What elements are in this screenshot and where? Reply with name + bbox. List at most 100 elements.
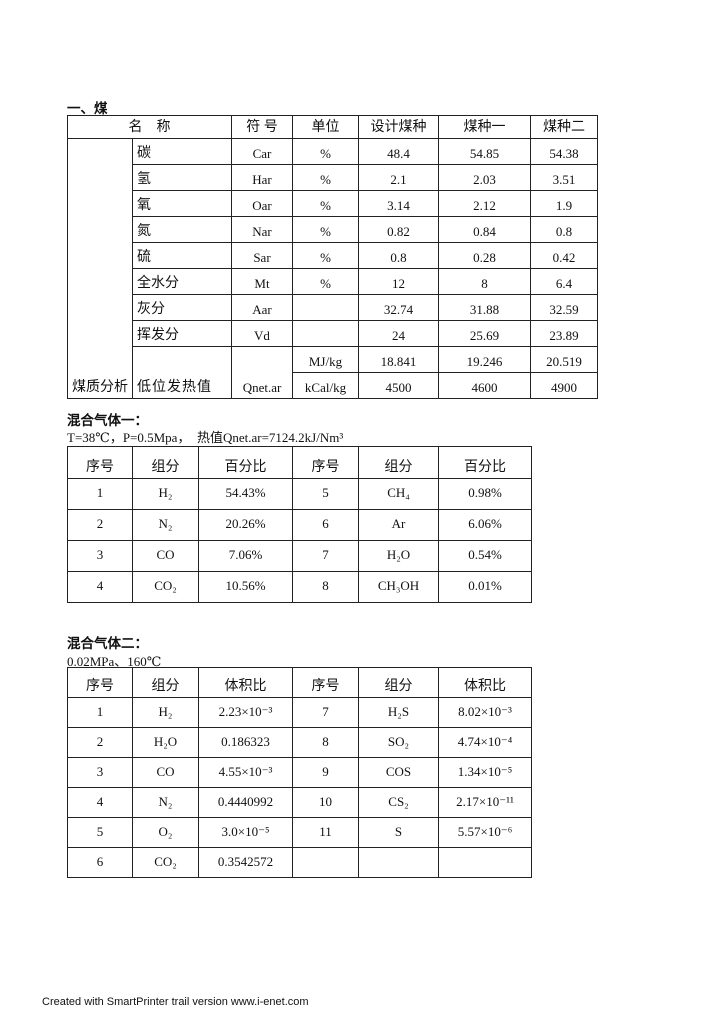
index: 8 (292, 727, 359, 758)
header-cell: 百分比 (198, 446, 293, 479)
header-cell: 设计煤种 (358, 115, 439, 139)
value-coal1: 19.246 (438, 346, 531, 373)
value-coal1: 2.03 (438, 164, 531, 191)
component: N₂ (132, 509, 199, 541)
item-unit: % (292, 268, 359, 295)
item-symbol: Nar (231, 216, 293, 243)
index: 3 (67, 540, 133, 572)
table-row: 煤质分析碳 Car% 48.4 54.85 54.38 (67, 138, 598, 399)
item-unit (292, 294, 359, 321)
value-design: 48.4 (358, 138, 439, 165)
coal-section-title: 一、煤 (67, 101, 108, 116)
ratio: 6.06% (438, 509, 532, 541)
component: CH₄ (358, 478, 439, 510)
index: 6 (67, 847, 133, 878)
table-row: 氢 Har% 2.1 2.03 3.51 (68, 164, 598, 191)
table-row: 2 N₂ 20.26% 6 Ar 6.06% (67, 509, 532, 541)
index: 6 (292, 509, 359, 541)
item-name: 氢 (132, 164, 232, 191)
component: CO₂ (132, 571, 199, 603)
header-row: 序号 组分 百分比 序号 组分 百分比 (67, 446, 532, 479)
header-cell: 体积比 (198, 667, 293, 698)
ratio: 0.54% (438, 540, 532, 572)
component: Ar (358, 509, 439, 541)
table-row: 氮 Nar% 0.82 0.84 0.8 (68, 216, 598, 243)
table-row: 2 H₂O 0.186323 8 SO₂ 4.74×10⁻⁴ (67, 727, 532, 758)
value-coal1: 25.69 (438, 320, 531, 347)
header-cell: 符 号 (231, 115, 293, 139)
header-cell: 组分 (358, 667, 439, 698)
item-name: 挥发分 (132, 320, 232, 347)
item-name: 硫 (132, 242, 232, 269)
value-coal2: 0.8 (530, 216, 598, 243)
index: 3 (67, 757, 133, 788)
item-symbol: Vd (231, 320, 293, 347)
component: H₂O (132, 727, 199, 758)
table-row: 4 N₂ 0.4440992 10 CS₂ 2.17×10⁻¹¹ (67, 787, 532, 818)
item-name: 全水分 (132, 268, 232, 295)
component: N₂ (132, 787, 199, 818)
table-row: 5 O₂ 3.0×10⁻⁵ 11 S 5.57×10⁻⁶ (67, 817, 532, 848)
header-cell: 序号 (67, 667, 133, 698)
item-symbol: Car (231, 138, 293, 165)
value-coal1: 0.84 (438, 216, 531, 243)
ratio: 4.74×10⁻⁴ (438, 727, 532, 758)
value-coal1: 54.85 (438, 138, 531, 165)
item-symbol: Sar (231, 242, 293, 269)
component: COS (358, 757, 439, 788)
table-row: 1 H₂ 54.43% 5 CH₄ 0.98% (67, 478, 532, 510)
index: 7 (292, 697, 359, 728)
ratio: 5.57×10⁻⁶ (438, 817, 532, 848)
component: H₂ (132, 478, 199, 510)
item-unit: % (292, 190, 359, 217)
value-coal2: 6.4 (530, 268, 598, 295)
table-row: 挥发分 Vd 24 25.69 23.89 (68, 320, 598, 347)
value-coal1: 2.12 (438, 190, 531, 217)
table-row: kCal/kg 4500 4600 4900 (68, 372, 598, 399)
index: 4 (67, 787, 133, 818)
header-cell: 单位 (292, 115, 359, 139)
component: CO (132, 757, 199, 788)
component: H₂ (132, 697, 199, 728)
gas1-title: 混合气体一： (67, 413, 148, 428)
ratio: 0.98% (438, 478, 532, 510)
coal-analysis-table: 名 称符 号单位 设计煤种 煤种一 煤种二 煤质分析碳 Car% 48.4 54.85 54.3… (67, 115, 598, 399)
ratio: 8.02×10⁻³ (438, 697, 532, 728)
table-row: 硫 Sar% 0.8 0.28 0.42 (68, 242, 598, 269)
ratio: 7.06% (198, 540, 293, 572)
table-row: 3 CO 7.06% 7 H₂O 0.54% (67, 540, 532, 572)
item-name: 氮 (132, 216, 232, 243)
table-row: 6 CO₂ 0.3542572 (67, 847, 532, 878)
item-unit: % (292, 138, 359, 165)
value-coal1: 31.88 (438, 294, 531, 321)
ratio: 20.26% (198, 509, 293, 541)
index: 11 (292, 817, 359, 848)
value-coal2: 54.38 (530, 138, 598, 165)
item-symbol: Oar (231, 190, 293, 217)
component: CO₂ (132, 847, 199, 878)
header-row: 序号 组分 体积比 序号 组分 体积比 (67, 667, 532, 698)
header-cell: 组分 (132, 667, 199, 698)
component: O₂ (132, 817, 199, 848)
component: H₂O (358, 540, 439, 572)
item-symbol: Qnet.ar (231, 346, 293, 399)
component: CO (132, 540, 199, 572)
item-unit (292, 320, 359, 347)
value-design: 3.14 (358, 190, 439, 217)
item-unit: % (292, 164, 359, 191)
value-design: 4500 (358, 372, 439, 399)
value-design: 24 (358, 320, 439, 347)
ratio: 2.17×10⁻¹¹ (438, 787, 532, 818)
table-row: 4 CO₂ 10.56% 8 CH₃OH 0.01% (67, 571, 532, 603)
item-unit: kCal/kg (292, 372, 359, 399)
item-unit: MJ/kg (292, 346, 359, 373)
table-row: 全水分 Mt% 12 8 6.4 (68, 268, 598, 295)
ratio (438, 847, 532, 878)
item-symbol: Aar (231, 294, 293, 321)
component: CH₃OH (358, 571, 439, 603)
header-cell: 序号 (67, 446, 133, 479)
item-symbol: Mt (231, 268, 293, 295)
header-name: 名 称 (67, 115, 232, 139)
component (358, 847, 439, 878)
coal-header-row: 名 称符 号单位 设计煤种 煤种一 煤种二 (67, 115, 598, 139)
